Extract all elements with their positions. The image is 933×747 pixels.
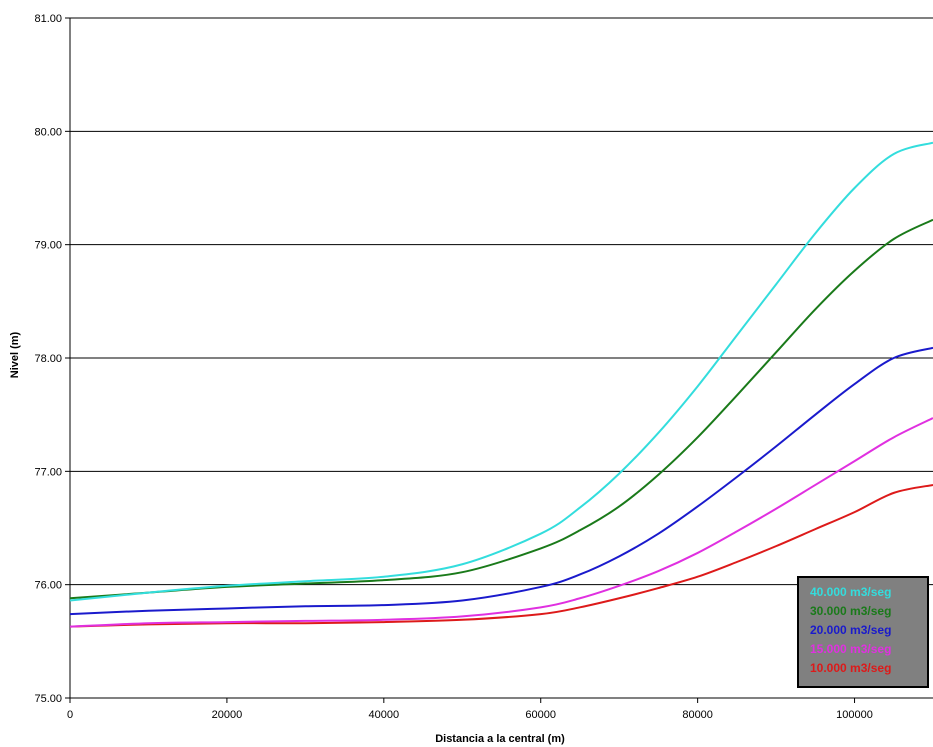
legend-entry: 40.000 m3/seg [810, 585, 891, 599]
y-axis-title: Nivel (m) [9, 331, 21, 378]
series-line [69, 218, 933, 600]
legend-entry: 15.000 m3/seg [810, 642, 891, 656]
x-tick-label: 60000 [525, 709, 556, 721]
y-tick-label: 75.00 [34, 693, 62, 705]
y-tick-label: 77.00 [34, 466, 62, 478]
series-line [69, 346, 933, 616]
y-tick-label: 81.00 [34, 13, 62, 25]
series-line [69, 417, 933, 628]
grid-lines [70, 17, 933, 586]
y-tick-label: 80.00 [34, 126, 62, 138]
legend-entry: 10.000 m3/seg [810, 661, 891, 675]
x-tick-label: 40000 [369, 709, 400, 721]
series-line [69, 483, 933, 628]
legend-entry: 30.000 m3/seg [810, 604, 891, 618]
x-tick-labels: 0 20000 40000 60000 80000 100000 [67, 709, 873, 721]
series-lines [69, 141, 933, 628]
y-tick-label: 78.00 [34, 353, 62, 365]
y-tick-labels: 75.00 76.00 77.00 78.00 79.00 80.00 81.00 [34, 13, 62, 705]
series-line [69, 141, 933, 602]
legend-box [797, 576, 929, 688]
axes [65, 17, 933, 703]
y-tick-label: 79.00 [34, 240, 62, 252]
x-tick-label: 100000 [836, 709, 873, 721]
y-tick-label: 76.00 [34, 580, 62, 592]
x-tick-label: 0 [67, 709, 73, 721]
legend: 40.000 m3/seg 30.000 m3/seg 20.000 m3/seg 1… [797, 576, 929, 688]
x-tick-label: 80000 [682, 709, 713, 721]
legend-entry: 20.000 m3/seg [810, 623, 891, 637]
x-axis-title: Distancia a la central (m) [435, 733, 565, 745]
x-tick-label: 20000 [212, 709, 243, 721]
